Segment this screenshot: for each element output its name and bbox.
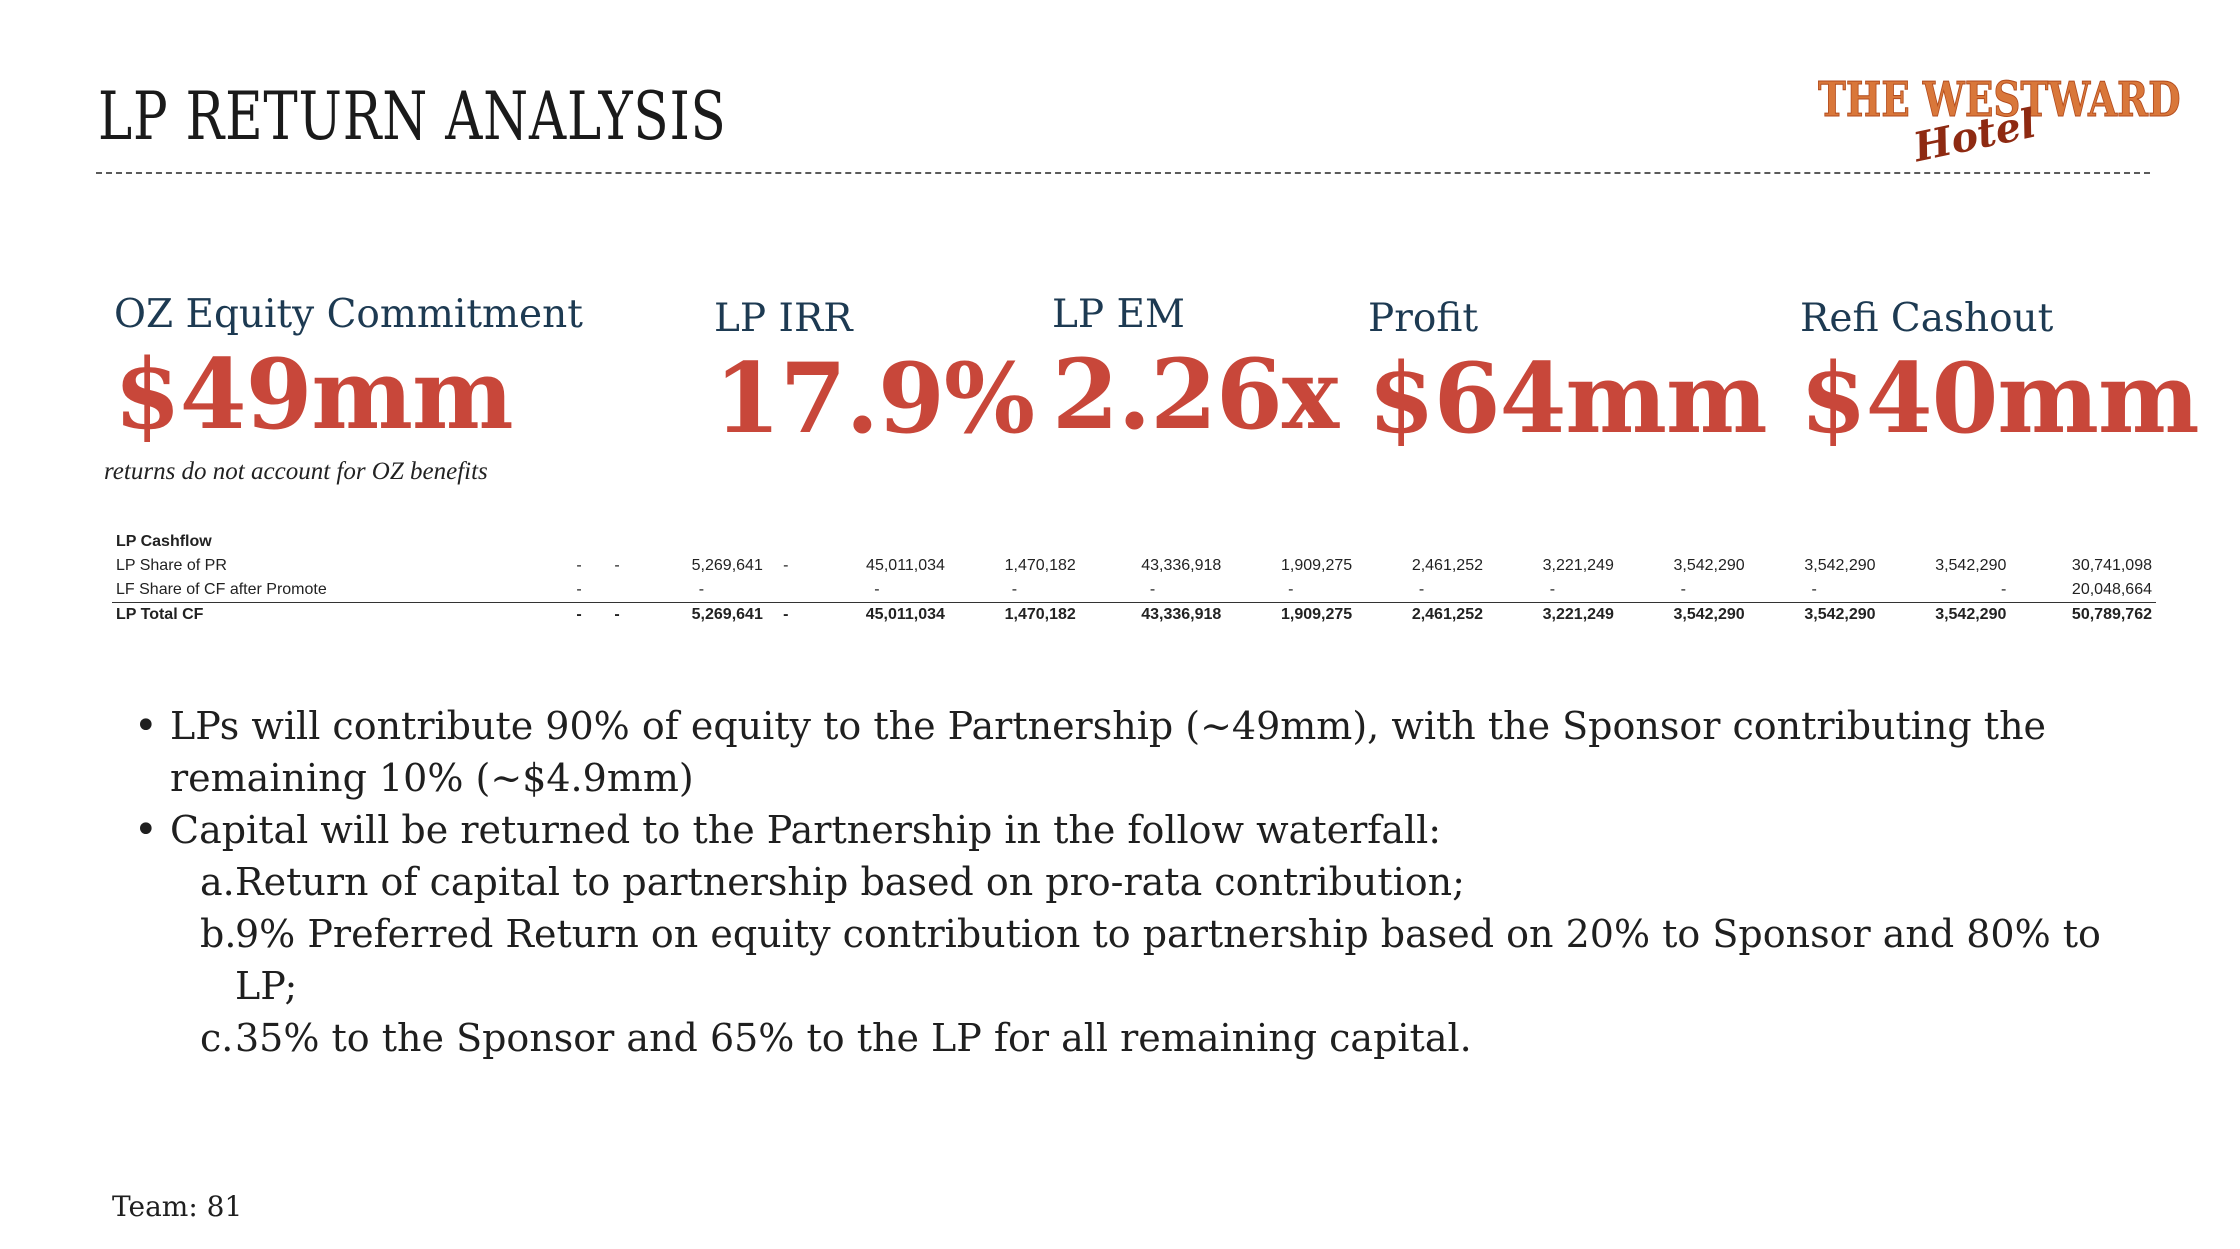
table-cell: 2,461,252 bbox=[1356, 602, 1487, 627]
row-label: LP Total CF bbox=[112, 602, 560, 627]
step-letter: b. bbox=[200, 912, 237, 956]
metric-value: 17.9% bbox=[714, 342, 1035, 455]
table-row: LP Share of PR - - 5,269,641 - 45,011,03… bbox=[112, 554, 2156, 578]
metric-label: LP IRR bbox=[714, 296, 853, 341]
table-cell: 5,269,641 bbox=[691, 557, 763, 574]
metric-label: Refi Cashout bbox=[1800, 296, 2054, 341]
table-cell: 2,461,252 bbox=[1411, 557, 1483, 574]
table-cell bbox=[598, 578, 636, 603]
metric-oz-equity: OZ Equity Commitment $49mm bbox=[114, 292, 583, 443]
table-cell: - bbox=[1811, 581, 1817, 598]
table-cell: 43,336,918 bbox=[1079, 602, 1226, 627]
waterfall-step: a. Return of capital to partnership base… bbox=[140, 856, 2140, 908]
bullet-item: Capital will be returned to the Partners… bbox=[134, 804, 2140, 856]
table-cell: - bbox=[576, 557, 582, 574]
table-row: LF Share of CF after Promote - - - - - -… bbox=[112, 578, 2156, 603]
metric-value: $49mm bbox=[114, 338, 514, 451]
table-cell: 3,221,249 bbox=[1487, 602, 1618, 627]
table-cell: 45,011,034 bbox=[804, 602, 949, 627]
table-cell: 30,741,098 bbox=[2071, 557, 2152, 574]
table-cell: - bbox=[1011, 581, 1018, 598]
table-cell: 45,011,034 bbox=[866, 557, 945, 574]
metric-lp-irr: LP IRR 17.9% bbox=[714, 296, 1035, 455]
bullet-item: LPs will contribute 90% of equity to the… bbox=[134, 700, 2140, 804]
metric-lp-em: LP EM 2.26x bbox=[1052, 292, 1339, 451]
table-cell: 43,336,918 bbox=[1141, 557, 1222, 574]
table-cell: 3,542,290 bbox=[1617, 602, 1749, 627]
row-label: LF Share of CF after Promote bbox=[116, 581, 327, 598]
table-header-row: LP Cashflow bbox=[112, 530, 2156, 554]
table-cell: 3,542,290 bbox=[1935, 557, 2007, 574]
metric-value: $64mm bbox=[1368, 342, 1768, 455]
table-cell: - bbox=[1288, 581, 1294, 598]
table-cell: - bbox=[1680, 581, 1686, 598]
metric-refi-cashout: Refi Cashout $40mm bbox=[1800, 296, 2200, 455]
table-cell: - bbox=[698, 581, 705, 598]
step-text: Return of capital to partnership based o… bbox=[235, 860, 1465, 904]
table-cell: - bbox=[874, 581, 880, 598]
step-letter: c. bbox=[200, 1016, 234, 1060]
row-label: LP Share of PR bbox=[116, 557, 227, 574]
table-cell: 1,909,275 bbox=[1225, 602, 1357, 627]
metric-label: OZ Equity Commitment bbox=[114, 292, 583, 337]
table-cell: - bbox=[598, 602, 636, 627]
table-total-row: LP Total CF - - 5,269,641 - 45,011,034 1… bbox=[112, 602, 2156, 627]
metric-value: $40mm bbox=[1800, 342, 2200, 455]
table-cell: - bbox=[1149, 581, 1156, 598]
step-text: 35% to the Sponsor and 65% to the LP for… bbox=[235, 1016, 1472, 1060]
table-cell: 3,221,249 bbox=[1542, 557, 1614, 574]
lp-cashflow-table: LP Cashflow LP Share of PR - - 5,269,641… bbox=[112, 530, 2156, 627]
team-label: Team: 81 bbox=[112, 1190, 243, 1223]
waterfall-step: b. 9% Preferred Return on equity contrib… bbox=[140, 908, 2140, 1012]
waterfall-notes: LPs will contribute 90% of equity to the… bbox=[134, 700, 2140, 1064]
table-cell: - bbox=[1418, 581, 1425, 598]
westward-hotel-logo: THE WESTWARD Hotel bbox=[1818, 72, 2181, 172]
table-header: LP Cashflow bbox=[116, 533, 212, 550]
table-cell: 20,048,664 bbox=[2071, 581, 2152, 598]
table-cell: 1,470,182 bbox=[1004, 557, 1076, 574]
table-cell bbox=[767, 578, 805, 603]
table-cell: - bbox=[560, 602, 598, 627]
step-text: 9% Preferred Return on equity contributi… bbox=[235, 912, 2101, 1008]
table-cell: - bbox=[766, 602, 805, 627]
table-cell: 3,542,290 bbox=[1879, 602, 2011, 627]
table-cell: - bbox=[614, 557, 620, 574]
metric-profit: Profit $64mm bbox=[1368, 296, 1768, 455]
oz-benefits-note: returns do not account for OZ benefits bbox=[104, 458, 488, 485]
metric-label: Profit bbox=[1368, 296, 1479, 341]
table-cell: - bbox=[576, 581, 582, 598]
table-cell: - bbox=[783, 557, 789, 574]
table-cell: 3,542,290 bbox=[1748, 602, 1880, 627]
table-cell: 3,542,290 bbox=[1673, 557, 1745, 574]
metric-value: 2.26x bbox=[1052, 338, 1339, 451]
table-cell: 50,789,762 bbox=[2010, 602, 2156, 627]
title-divider bbox=[96, 172, 2150, 174]
step-letter: a. bbox=[200, 860, 235, 904]
table-cell: 3,542,290 bbox=[1804, 557, 1876, 574]
metric-label: LP EM bbox=[1052, 292, 1185, 337]
table-cell: 1,909,275 bbox=[1280, 557, 1353, 574]
table-cell: 5,269,641 bbox=[636, 602, 767, 627]
table-cell: - bbox=[2001, 581, 2007, 598]
slide-title: LP RETURN ANALYSIS bbox=[98, 78, 727, 155]
logo-wordmark: THE WESTWARD bbox=[1818, 72, 2181, 129]
table-cell: 1,470,182 bbox=[948, 602, 1080, 627]
waterfall-step: c. 35% to the Sponsor and 65% to the LP … bbox=[140, 1012, 2140, 1064]
table-cell: - bbox=[1549, 581, 1556, 598]
